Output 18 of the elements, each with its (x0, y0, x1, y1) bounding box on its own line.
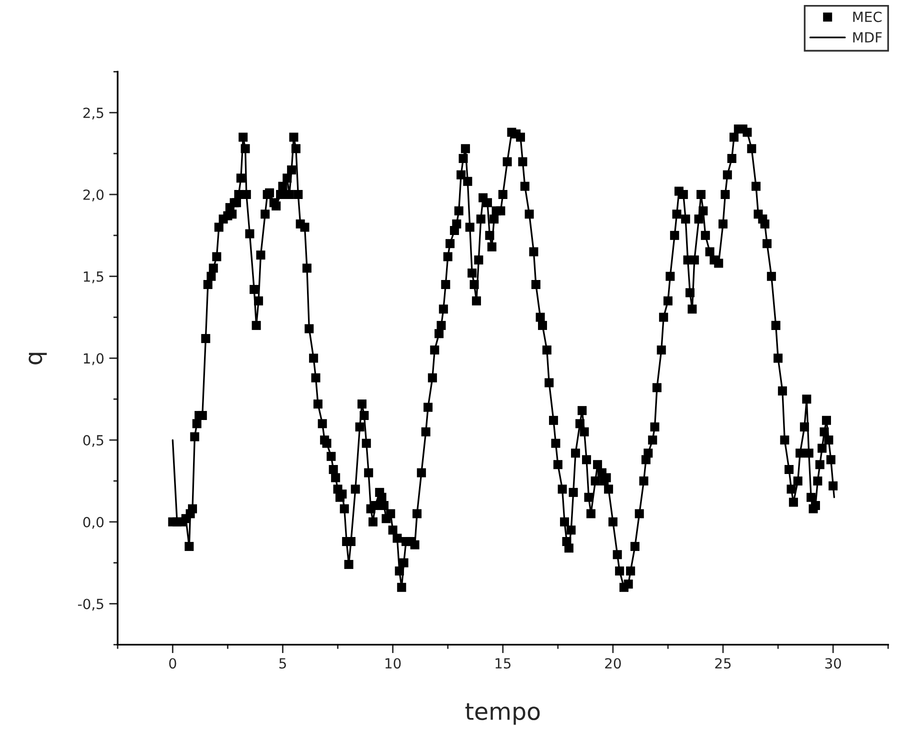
x-tick-label: 10 (386, 658, 401, 669)
y-tick-label: 2,0 (83, 189, 104, 202)
y-tick-label: 2,5 (83, 108, 104, 120)
x-tick-label: 25 (715, 658, 731, 669)
y-tick-label: 0,0 (83, 516, 104, 529)
y-tick-label: 1,0 (84, 353, 104, 366)
y-tick-label: 1,5 (84, 271, 104, 284)
x-tick-label: 15 (496, 658, 511, 669)
y-axis-title: q (28, 352, 47, 364)
y-tick-label: 0,5 (83, 435, 104, 447)
legend-label: MDF (853, 32, 882, 42)
x-tick-label: 0 (169, 658, 176, 669)
y-tick-label: -0,5 (78, 598, 104, 611)
x-axis-title: tempo (465, 703, 540, 725)
x-tick-label: 20 (605, 658, 621, 669)
x-tick-label: 5 (279, 658, 286, 669)
legend-label: MEC (853, 12, 882, 22)
x-tick-label: 30 (825, 658, 841, 669)
